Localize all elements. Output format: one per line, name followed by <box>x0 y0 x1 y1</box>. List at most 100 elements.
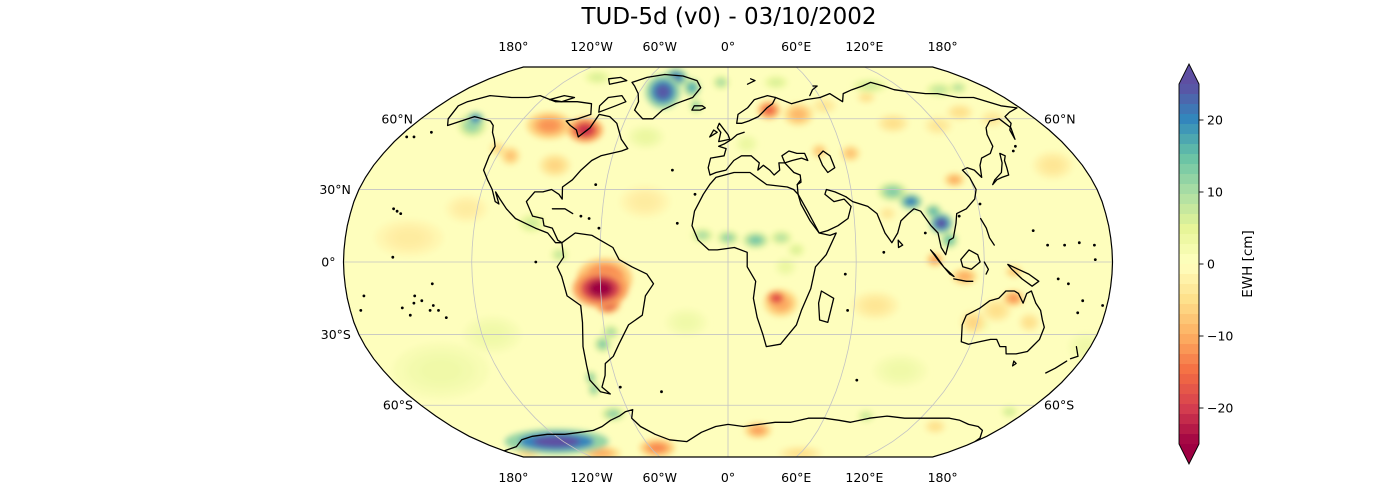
colorbar-tick-label: 20 <box>1207 112 1223 127</box>
anomaly-blob <box>946 104 973 121</box>
anomaly-blob <box>840 145 861 162</box>
lon-tick-label-top: 180° <box>928 39 958 54</box>
colorbar-segment <box>1179 244 1199 255</box>
island-dot <box>392 207 395 211</box>
coastline <box>503 408 984 452</box>
meridian-gridline <box>599 67 661 457</box>
coastline <box>598 94 627 113</box>
coastline <box>691 105 706 111</box>
lat-tick-label-left: 30°S <box>321 327 351 342</box>
island-dot <box>1067 282 1070 286</box>
island-dot <box>843 272 847 276</box>
colorbar-segment <box>1179 134 1199 145</box>
island-dots <box>359 130 1104 394</box>
colorbar-segment <box>1179 114 1199 125</box>
colorbar-tick-label: −10 <box>1207 328 1233 343</box>
colorbar-segment <box>1179 254 1199 265</box>
anomaly-blob <box>929 213 953 234</box>
anomaly-blob <box>392 343 489 399</box>
anomaly-blob <box>924 419 946 434</box>
island-dot <box>1093 258 1097 261</box>
island-dot <box>846 309 849 312</box>
anomaly-blob <box>1001 406 1018 418</box>
colorbar-segment <box>1179 274 1199 285</box>
coastline <box>716 122 731 143</box>
colorbar-segment <box>1179 374 1199 385</box>
anomaly-blob <box>879 206 896 221</box>
coastline <box>707 131 745 176</box>
island-dot <box>660 390 663 394</box>
coastline <box>446 94 629 244</box>
coastline <box>736 94 777 124</box>
island-dot <box>693 192 697 196</box>
coastline <box>746 78 756 85</box>
colorbar-segment <box>1179 364 1199 375</box>
colorbar-segment <box>1179 434 1199 445</box>
island-dot <box>1014 144 1017 148</box>
anomaly-blob <box>766 290 788 307</box>
anomaly-blob <box>567 117 604 143</box>
coastline <box>551 208 574 215</box>
lon-tick-label-top: 60°E <box>781 39 811 54</box>
island-dot <box>408 313 412 317</box>
colorbar-segment <box>1179 394 1199 405</box>
anomaly-blob <box>774 257 797 276</box>
lat-tick-label-right: 60°S <box>1044 398 1074 413</box>
lat-tick-label-left: 60°S <box>383 398 413 413</box>
anomaly-blob <box>585 370 597 385</box>
colorbar-segment <box>1179 154 1199 165</box>
anomaly-blob <box>735 134 758 154</box>
colorbar-segment <box>1179 294 1199 305</box>
colorbar-segment <box>1179 184 1199 195</box>
island-dot <box>1063 243 1066 247</box>
island-dot <box>412 135 416 139</box>
coastline <box>817 150 836 174</box>
anomaly-blob <box>445 195 488 223</box>
anomaly-blob <box>550 247 568 262</box>
anomaly-blob <box>857 91 876 104</box>
map-outline <box>342 66 1114 458</box>
colorbar-tick-label: 10 <box>1207 184 1223 199</box>
coastline <box>796 179 852 234</box>
anomaly-blob <box>787 243 805 257</box>
anomaly-blob <box>944 172 965 187</box>
colorbar-segment <box>1179 314 1199 325</box>
anomaly-blob <box>526 111 572 140</box>
colorbar-segment <box>1179 264 1199 275</box>
island-dot <box>1081 299 1085 303</box>
anomaly-blob <box>500 146 520 165</box>
anomaly-blob <box>712 75 730 90</box>
meridian-gridline <box>795 67 857 457</box>
island-dot <box>1093 243 1096 247</box>
island-dot <box>1056 277 1060 281</box>
lon-tick-label-bottom: 120°E <box>845 470 883 485</box>
anomaly-blob <box>645 74 681 109</box>
lat-tick-label-left: 60°N <box>381 111 413 126</box>
anomaly-blob <box>981 298 1012 322</box>
anomaly-blob <box>1019 313 1040 332</box>
lon-tick-label-bottom: 180° <box>498 470 528 485</box>
coastline <box>1011 360 1017 367</box>
lon-tick-label-top: 60°W <box>643 39 678 54</box>
island-dot <box>420 299 424 303</box>
anomaly-blob <box>783 102 814 126</box>
anomaly-blob <box>873 354 928 387</box>
island-dot <box>399 212 403 216</box>
island-dot <box>587 217 591 220</box>
anomaly-blob <box>757 100 781 120</box>
island-dot <box>957 214 961 218</box>
coastline <box>607 76 628 85</box>
colorbar-segment <box>1179 194 1199 205</box>
colorbar-segment <box>1179 164 1199 175</box>
coastline <box>960 249 981 270</box>
colorbar-segment <box>1179 124 1199 135</box>
coastline <box>709 129 718 138</box>
lat-tick-label-left: 0° <box>321 255 335 270</box>
anomaly-blob <box>1033 151 1073 180</box>
island-dot <box>594 183 598 187</box>
island-dot <box>359 309 363 312</box>
coastline <box>774 81 1018 109</box>
lat-tick-label-right: 60°N <box>1044 111 1076 126</box>
coastline <box>845 107 1018 256</box>
coastline <box>979 217 995 246</box>
